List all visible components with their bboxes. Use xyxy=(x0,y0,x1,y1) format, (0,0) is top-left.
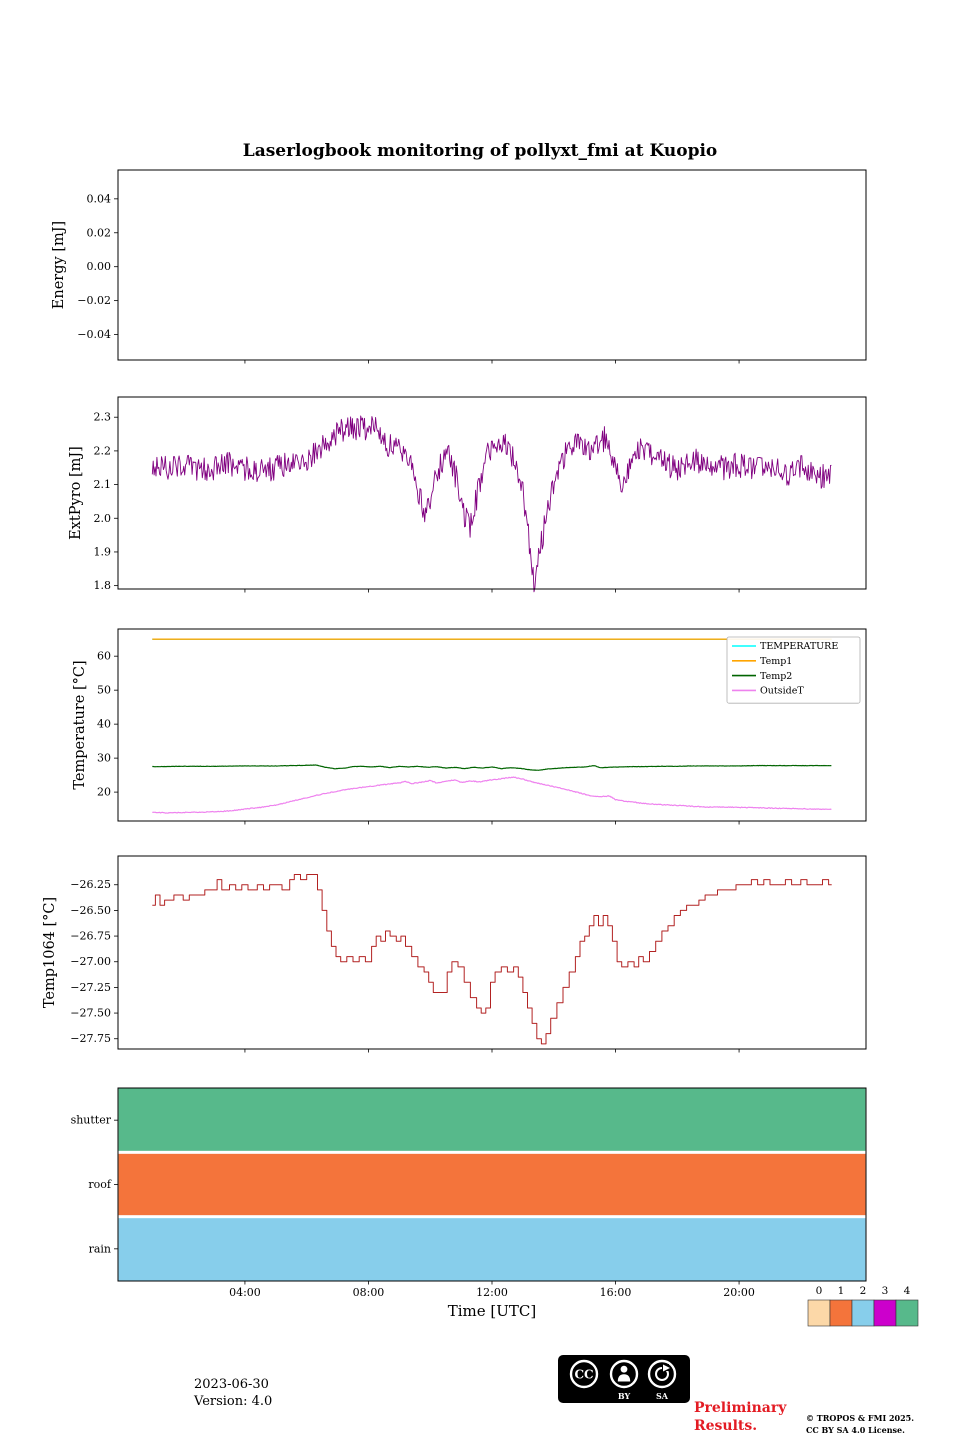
axes-frame xyxy=(117,855,867,1050)
status-band-label-rain: rain xyxy=(89,1242,111,1255)
sa-arrow-head xyxy=(663,1364,670,1372)
subplot-energy: 0.04 0.02 0.00 −0.02 −0.04 Energy [mJ] xyxy=(51,169,867,364)
y-tick-label: −27.25 xyxy=(70,981,111,994)
colorbar-tick-label: 0 xyxy=(816,1285,823,1297)
series-Temp1064 xyxy=(152,873,832,1045)
by-person-body xyxy=(617,1374,631,1382)
y-axis-label-temperature: Temperature [°C] xyxy=(72,660,88,789)
colorbar-tick-label: 2 xyxy=(860,1285,867,1297)
y-tick-label: 1.9 xyxy=(94,545,112,558)
copyright-line1: © TROPOS & FMI 2025. xyxy=(806,1413,915,1423)
sa-label: SA xyxy=(656,1391,669,1401)
subplot-status: shutter roof rain 04:00 08:00 12:00 16:00 20:00 xyxy=(71,1087,867,1299)
subplot-temp1064: −26.25 −26.50 −26.75 −27.00 −27.25 −27.50 −27.… xyxy=(42,855,867,1053)
y-tick-label: 20 xyxy=(97,786,111,799)
y-tick-label: 60 xyxy=(97,650,111,663)
y-axis-label-extpyro: ExtPyro [mJ] xyxy=(68,446,84,540)
footer-version: Version: 4.0 xyxy=(194,1394,273,1409)
cc-icon xyxy=(569,1359,599,1389)
copyright-line2: CC BY SA 4.0 License. xyxy=(806,1425,905,1436)
subplot-extpyro: 2.3 2.2 2.1 2.0 1.9 1.8 ExtPyro [mJ] xyxy=(68,396,867,593)
colorbar-tick-label: 3 xyxy=(882,1285,889,1297)
y-tick-label: −26.25 xyxy=(70,878,111,891)
y-tick-label: 40 xyxy=(97,718,111,731)
x-tick-label: 08:00 xyxy=(353,1286,385,1299)
status-band-label-roof: roof xyxy=(88,1178,112,1191)
x-axis-label: Time [UTC] xyxy=(447,1302,537,1320)
status-band-label-shutter: shutter xyxy=(71,1114,112,1127)
legend-label-OutsideT: OutsideT xyxy=(760,686,804,697)
y-tick-label: 0.02 xyxy=(87,226,112,239)
x-tick-label: 04:00 xyxy=(229,1286,261,1299)
series-ExtPyro xyxy=(151,415,832,593)
x-tick-label: 12:00 xyxy=(476,1286,508,1299)
y-tick-label: 30 xyxy=(97,752,111,765)
status-band-shutter xyxy=(118,1088,866,1151)
y-tick-label: 0.00 xyxy=(87,260,112,273)
y-tick-label: −27.75 xyxy=(70,1032,111,1045)
y-tick-label: −27.50 xyxy=(70,1007,111,1020)
y-axis-label-temp1064: Temp1064 [°C] xyxy=(42,897,58,1008)
y-tick-label: 1.8 xyxy=(94,579,112,592)
footer-date: 2023-06-30 xyxy=(194,1377,269,1392)
by-person-icon xyxy=(609,1359,639,1389)
status-colorbar: 0 1 2 3 4 xyxy=(807,1285,919,1327)
colorbar-segment-4 xyxy=(895,1299,919,1327)
y-tick-label: 2.3 xyxy=(94,411,112,424)
y-tick-label: −0.04 xyxy=(77,328,111,341)
axes-frame xyxy=(117,396,867,590)
status-band-roof xyxy=(118,1153,866,1216)
cc-badge-graphic: CC BY SA xyxy=(569,1359,677,1401)
axes-frame xyxy=(117,628,867,822)
legend-label-Temp1: Temp1 xyxy=(760,656,792,667)
subplot-temperature: 6050403020TEMPERATURETemp1Temp2OutsideTT… xyxy=(72,628,867,825)
legend-label-TEMPERATURE: TEMPERATURE xyxy=(760,641,838,652)
x-tick-label: 20:00 xyxy=(723,1286,755,1299)
y-tick-label: −26.50 xyxy=(70,904,111,917)
x-tick-label: 16:00 xyxy=(600,1286,632,1299)
axes-frame xyxy=(117,1087,867,1282)
y-tick-label: 2.2 xyxy=(94,444,112,457)
legend-box: TEMPERATURE Temp1 Temp2 OutsideT xyxy=(726,636,861,704)
copyright-note: © TROPOS & FMI 2025. CC BY SA 4.0 Licens… xyxy=(806,1412,960,1437)
y-axis-label-energy: Energy [mJ] xyxy=(51,221,67,309)
series-OutsideT xyxy=(152,776,832,814)
colorbar-tick-label: 1 xyxy=(838,1285,845,1297)
by-label: BY xyxy=(618,1391,631,1401)
colorbar-tick-label: 4 xyxy=(904,1285,911,1297)
cc-icon-label: CC xyxy=(574,1368,593,1382)
sa-arrow-icon xyxy=(647,1359,677,1389)
y-tick-label: −26.75 xyxy=(70,930,111,943)
by-person-head xyxy=(620,1365,628,1373)
preliminary-results-note: Preliminary Results. xyxy=(694,1400,787,1434)
legend-frame xyxy=(726,636,861,704)
legend-label-Temp2: Temp2 xyxy=(760,671,792,682)
y-tick-label: 2.1 xyxy=(94,478,112,491)
y-tick-label: −0.02 xyxy=(77,294,111,307)
colorbar-segment-3 xyxy=(873,1299,897,1327)
series-Temp2 xyxy=(152,764,832,771)
cc-license-badge: CC BY SA xyxy=(558,1355,690,1403)
y-tick-label: 2.0 xyxy=(94,512,112,525)
y-tick-label: 0.04 xyxy=(87,192,112,205)
y-tick-label: 50 xyxy=(97,684,111,697)
status-band-rain xyxy=(118,1218,866,1281)
figure-title: Laserlogbook monitoring of pollyxt_fmi a… xyxy=(242,141,718,161)
axes-frame xyxy=(117,169,867,361)
y-tick-label: −27.00 xyxy=(70,955,111,968)
